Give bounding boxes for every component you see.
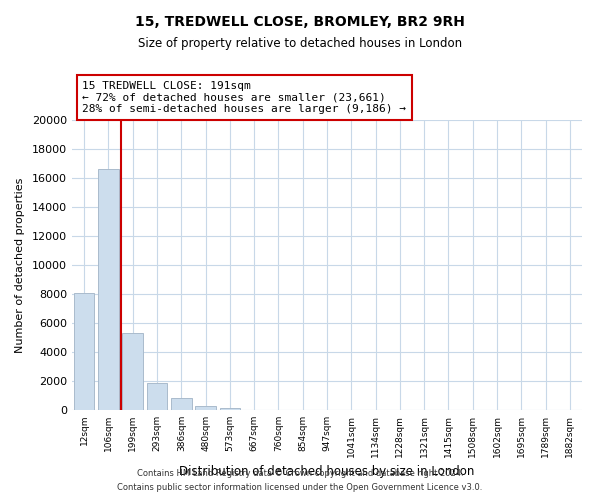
Bar <box>195 406 216 410</box>
Bar <box>74 292 94 410</box>
Bar <box>98 170 119 410</box>
Bar <box>146 383 167 410</box>
Text: 15 TREDWELL CLOSE: 191sqm
← 72% of detached houses are smaller (23,661)
28% of s: 15 TREDWELL CLOSE: 191sqm ← 72% of detac… <box>82 81 406 114</box>
X-axis label: Distribution of detached houses by size in London: Distribution of detached houses by size … <box>179 466 475 478</box>
Y-axis label: Number of detached properties: Number of detached properties <box>15 178 25 352</box>
Text: Size of property relative to detached houses in London: Size of property relative to detached ho… <box>138 38 462 51</box>
Bar <box>122 333 143 410</box>
Text: 15, TREDWELL CLOSE, BROMLEY, BR2 9RH: 15, TREDWELL CLOSE, BROMLEY, BR2 9RH <box>135 15 465 29</box>
Bar <box>220 408 240 410</box>
Text: Contains HM Land Registry data © Crown copyright and database right 2024.: Contains HM Land Registry data © Crown c… <box>137 468 463 477</box>
Text: Contains public sector information licensed under the Open Government Licence v3: Contains public sector information licen… <box>118 484 482 492</box>
Bar <box>171 398 191 410</box>
